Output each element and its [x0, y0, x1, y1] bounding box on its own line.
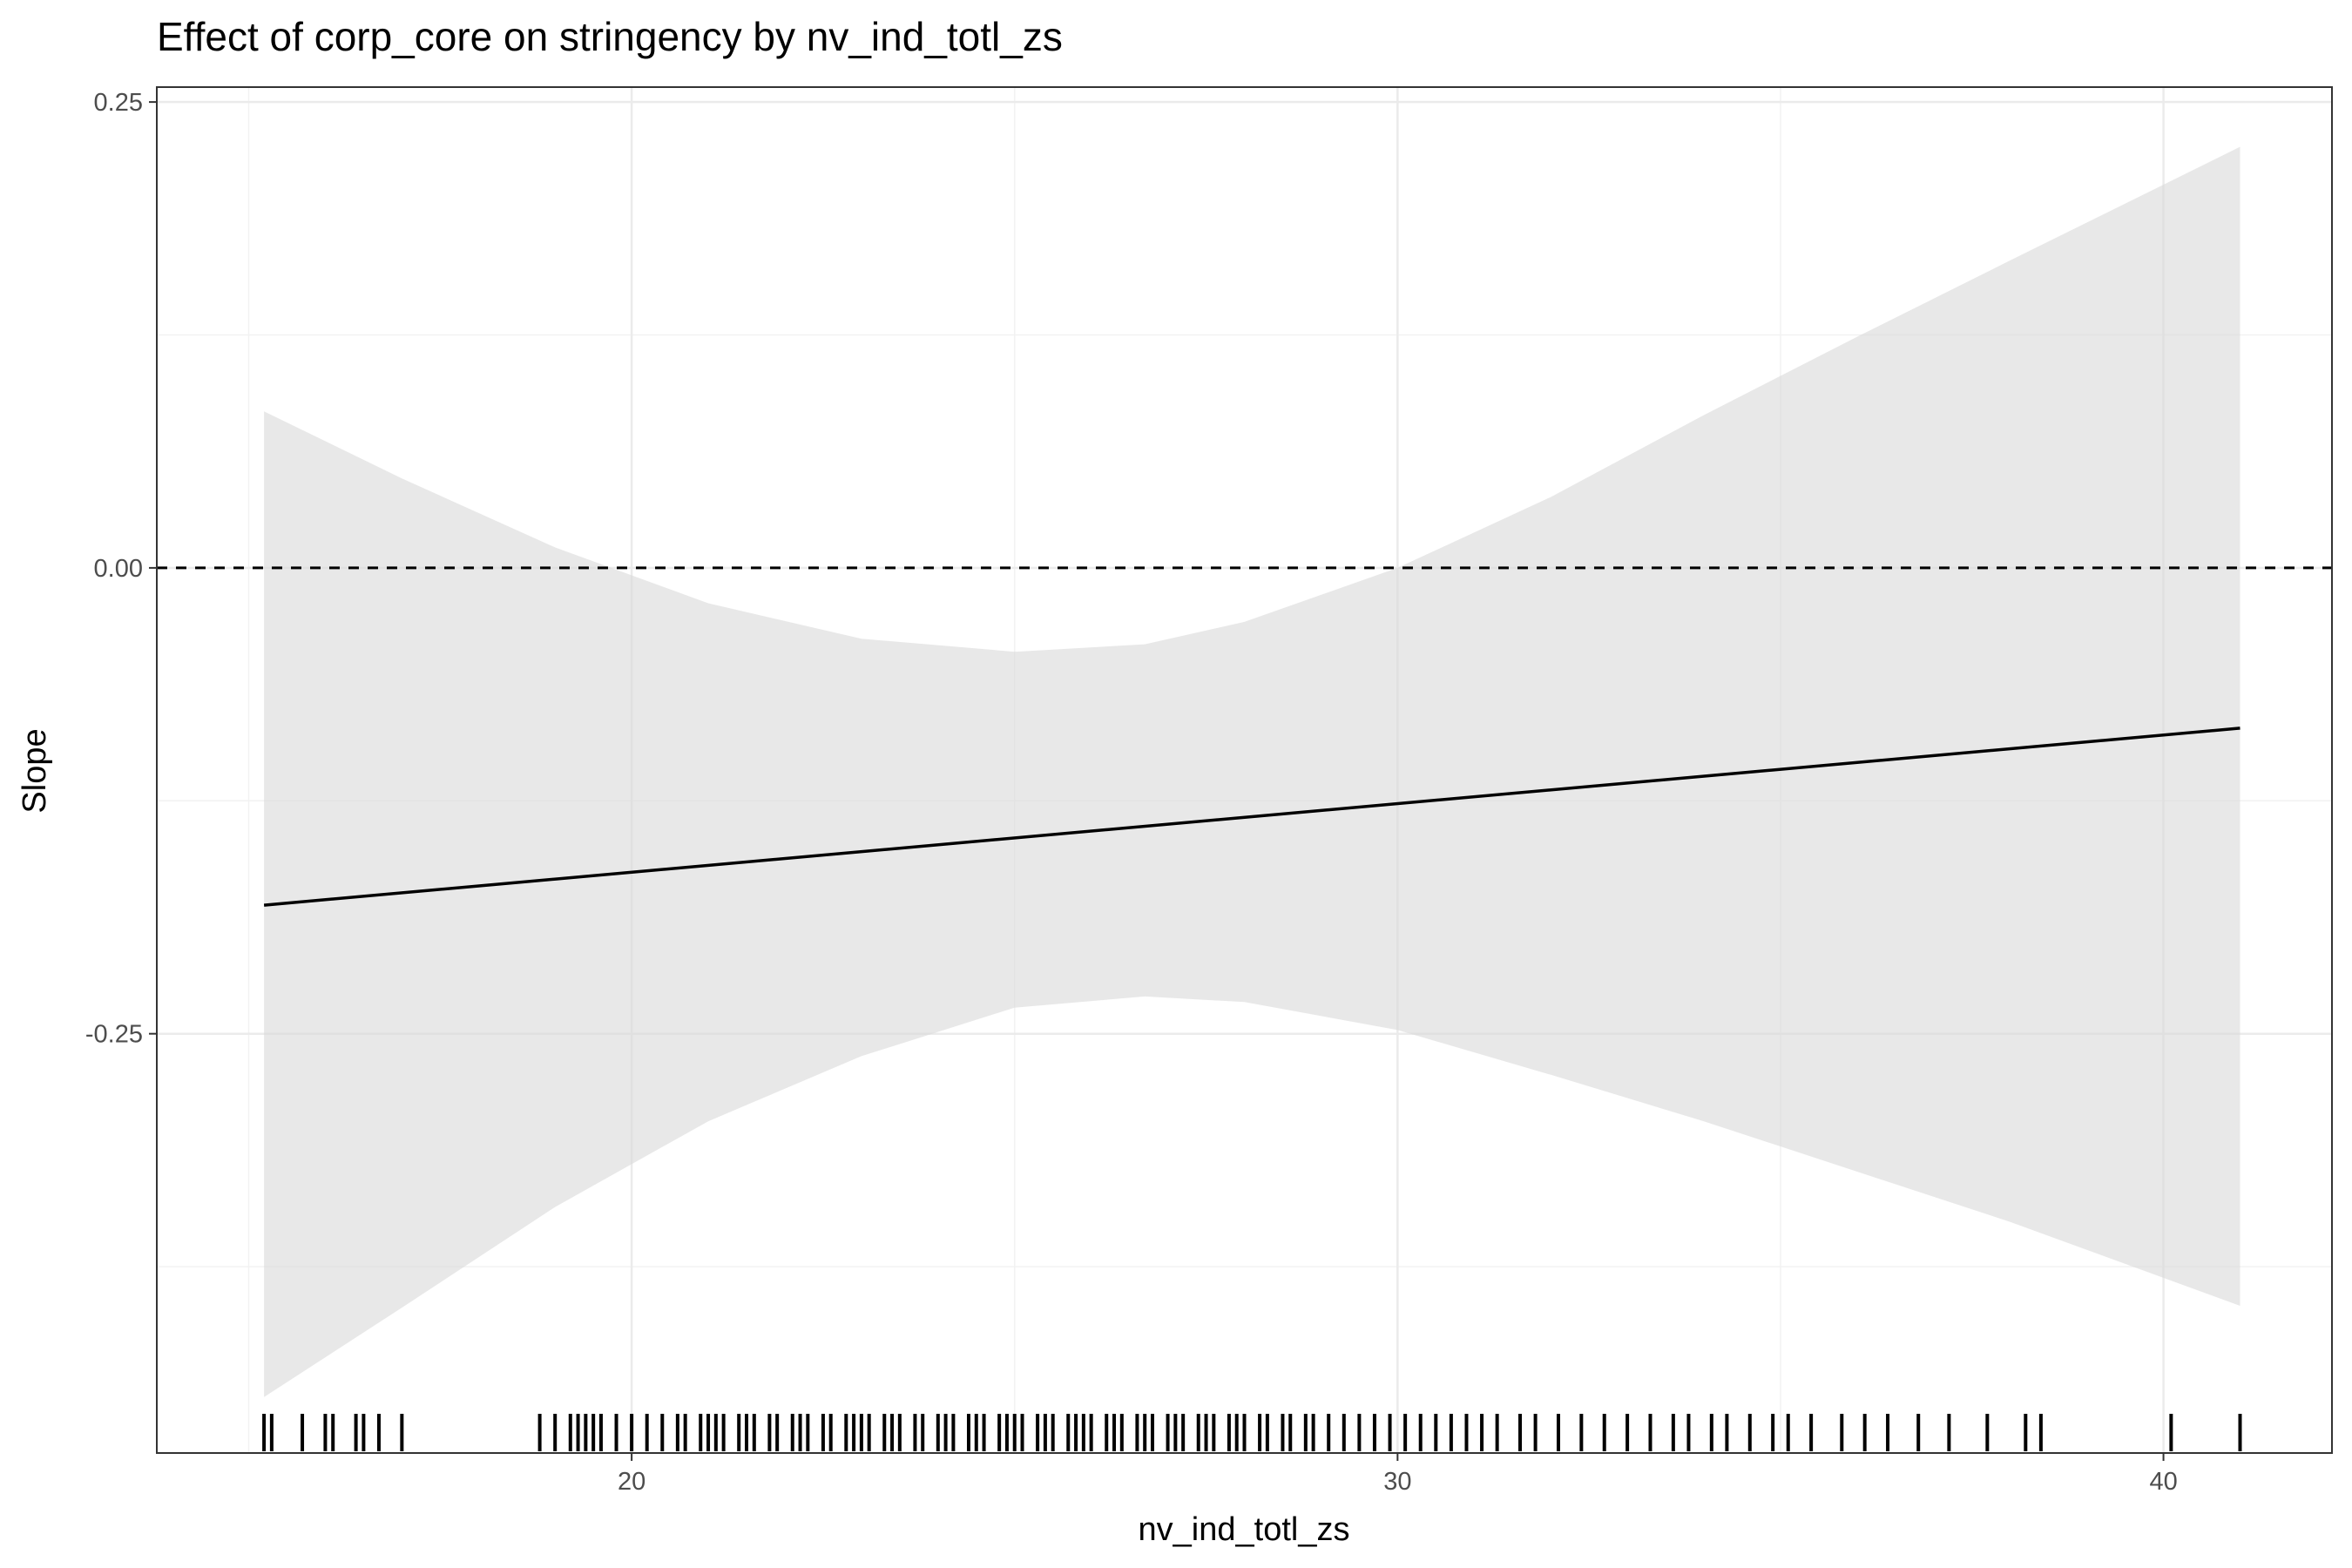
- x-tick-label: 40: [2149, 1468, 2177, 1496]
- slope-line: [263, 727, 2240, 907]
- panel-border: [156, 86, 2333, 1454]
- y-tick-label: -0.25: [85, 1021, 143, 1049]
- x-tick-label: 30: [1383, 1468, 1411, 1496]
- confidence-band: [264, 146, 2240, 1397]
- y-axis-title: Slope: [17, 728, 53, 813]
- x-tick-label: 20: [618, 1468, 645, 1496]
- plot-area: 0.25 0.00 -0.25 20 30 40: [85, 86, 2333, 1496]
- y-tick-label: 0.25: [94, 89, 143, 117]
- chart-title: Effect of corp_core on stringency by nv_…: [157, 14, 1063, 59]
- y-tick-label: 0.00: [94, 555, 143, 583]
- x-axis-title: nv_ind_totl_zs: [1139, 1511, 1350, 1548]
